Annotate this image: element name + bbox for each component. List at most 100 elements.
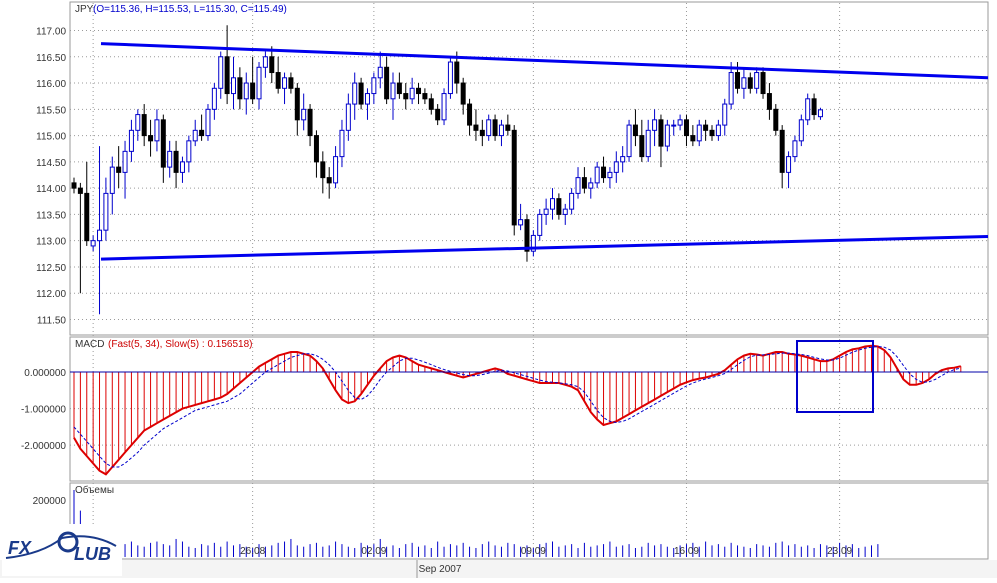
macd-y-tick: -1.000000 bbox=[21, 405, 66, 416]
candle-body bbox=[658, 119, 664, 147]
candle-body bbox=[428, 98, 434, 110]
month-label: Sep 2007 bbox=[419, 564, 462, 575]
x-axis-strip bbox=[0, 560, 997, 578]
candle-body bbox=[243, 82, 249, 100]
candle-body bbox=[607, 171, 613, 179]
candle-body bbox=[792, 140, 798, 158]
candle-body bbox=[345, 103, 351, 131]
candle-body bbox=[715, 124, 721, 137]
trendline-resistance bbox=[100, 42, 989, 80]
candle-body bbox=[371, 77, 377, 95]
candle-body bbox=[224, 56, 230, 95]
candle-body bbox=[237, 77, 243, 100]
candle-body bbox=[409, 87, 415, 100]
candle-body bbox=[135, 114, 141, 131]
candle-body bbox=[620, 156, 626, 163]
price-y-tick: 113.00 bbox=[36, 237, 66, 248]
candle-body bbox=[231, 77, 236, 95]
candle-body bbox=[416, 87, 422, 95]
candle-body bbox=[282, 77, 288, 89]
candle-body bbox=[530, 234, 536, 252]
candle-body bbox=[122, 150, 128, 173]
signal-line bbox=[73, 345, 961, 468]
svg-text:LUB: LUB bbox=[74, 544, 111, 564]
candle-body bbox=[798, 119, 804, 142]
candle-body bbox=[173, 150, 179, 173]
candle-body bbox=[364, 93, 370, 105]
price-y-axis: 117.00 116.50 116.00 115.50 115.00 114.50 114.… bbox=[36, 27, 66, 327]
candle-body bbox=[588, 182, 594, 189]
candle-body bbox=[518, 219, 524, 226]
candle-body bbox=[326, 177, 332, 184]
trendline-support bbox=[100, 234, 989, 261]
candle-body bbox=[186, 140, 192, 163]
candle-body bbox=[352, 82, 358, 105]
candle-body bbox=[179, 161, 185, 173]
candle-body bbox=[575, 177, 581, 194]
highlight-box bbox=[796, 340, 874, 413]
candle-body bbox=[97, 229, 103, 242]
candle-body bbox=[626, 124, 632, 158]
candle-body bbox=[454, 61, 460, 84]
candle-body bbox=[71, 182, 77, 189]
candle-body bbox=[556, 198, 562, 215]
candle-body bbox=[320, 161, 326, 179]
candle-body bbox=[632, 124, 638, 137]
price-y-tick: 114.50 bbox=[36, 158, 66, 169]
macd-y-tick: 0.000000 bbox=[24, 368, 66, 379]
candle-body bbox=[377, 66, 383, 79]
x-date-label: 02.09 bbox=[361, 546, 386, 557]
candle-body bbox=[141, 114, 147, 137]
x-date-label: 26.08 bbox=[240, 546, 265, 557]
candle-body bbox=[301, 108, 307, 121]
candle-body bbox=[754, 72, 760, 89]
candle-body bbox=[473, 124, 479, 131]
candle-body bbox=[294, 87, 300, 121]
candle-body bbox=[779, 129, 785, 173]
candle-body bbox=[811, 98, 817, 116]
candle-body bbox=[492, 119, 498, 137]
candle-body bbox=[741, 77, 747, 89]
macd-legend-name: MACD bbox=[75, 339, 104, 350]
macd-line bbox=[73, 344, 962, 476]
macd-histogram bbox=[73, 345, 962, 475]
candle-body bbox=[128, 129, 134, 152]
candle-body bbox=[103, 192, 109, 231]
candle-body bbox=[403, 93, 409, 100]
price-y-tick: 114.00 bbox=[36, 184, 66, 195]
candle-body bbox=[581, 177, 587, 189]
candle-body bbox=[84, 192, 90, 242]
candle-body bbox=[709, 129, 715, 137]
volume-y-tick: 200000 bbox=[33, 496, 67, 507]
candle-body bbox=[250, 82, 256, 100]
price-y-tick: 113.50 bbox=[36, 210, 66, 221]
candle-body bbox=[288, 77, 294, 89]
candle-body bbox=[77, 187, 83, 194]
price-y-tick: 115.00 bbox=[36, 132, 66, 143]
candle-body bbox=[390, 82, 396, 100]
candle-body bbox=[747, 77, 753, 89]
candle-body bbox=[683, 119, 689, 137]
macd-legend-params: (Fast(5, 34), Slow(5) : 0.156518) bbox=[108, 339, 253, 350]
candle-body bbox=[786, 156, 792, 173]
candle-body bbox=[256, 66, 262, 100]
candle-body bbox=[703, 124, 709, 131]
candle-body bbox=[447, 61, 453, 95]
candle-body bbox=[199, 129, 205, 137]
price-y-tick: 116.50 bbox=[36, 53, 66, 64]
candle-body bbox=[537, 213, 543, 236]
candle-body bbox=[116, 166, 122, 173]
price-y-tick: 112.00 bbox=[36, 289, 66, 300]
macd-y-tick: -2.000000 bbox=[21, 441, 66, 452]
candle-body bbox=[192, 129, 198, 142]
candle-body bbox=[154, 119, 160, 142]
price-y-tick: 117.00 bbox=[36, 27, 66, 38]
price-legend-ohlc: (O=115.36, H=115.53, L=115.30, C=115.49) bbox=[93, 4, 287, 15]
candle-body bbox=[511, 129, 517, 226]
candle-body bbox=[441, 93, 447, 121]
candlestick-series bbox=[71, 25, 823, 315]
candle-body bbox=[275, 72, 281, 89]
svg-text:FX: FX bbox=[8, 538, 32, 558]
